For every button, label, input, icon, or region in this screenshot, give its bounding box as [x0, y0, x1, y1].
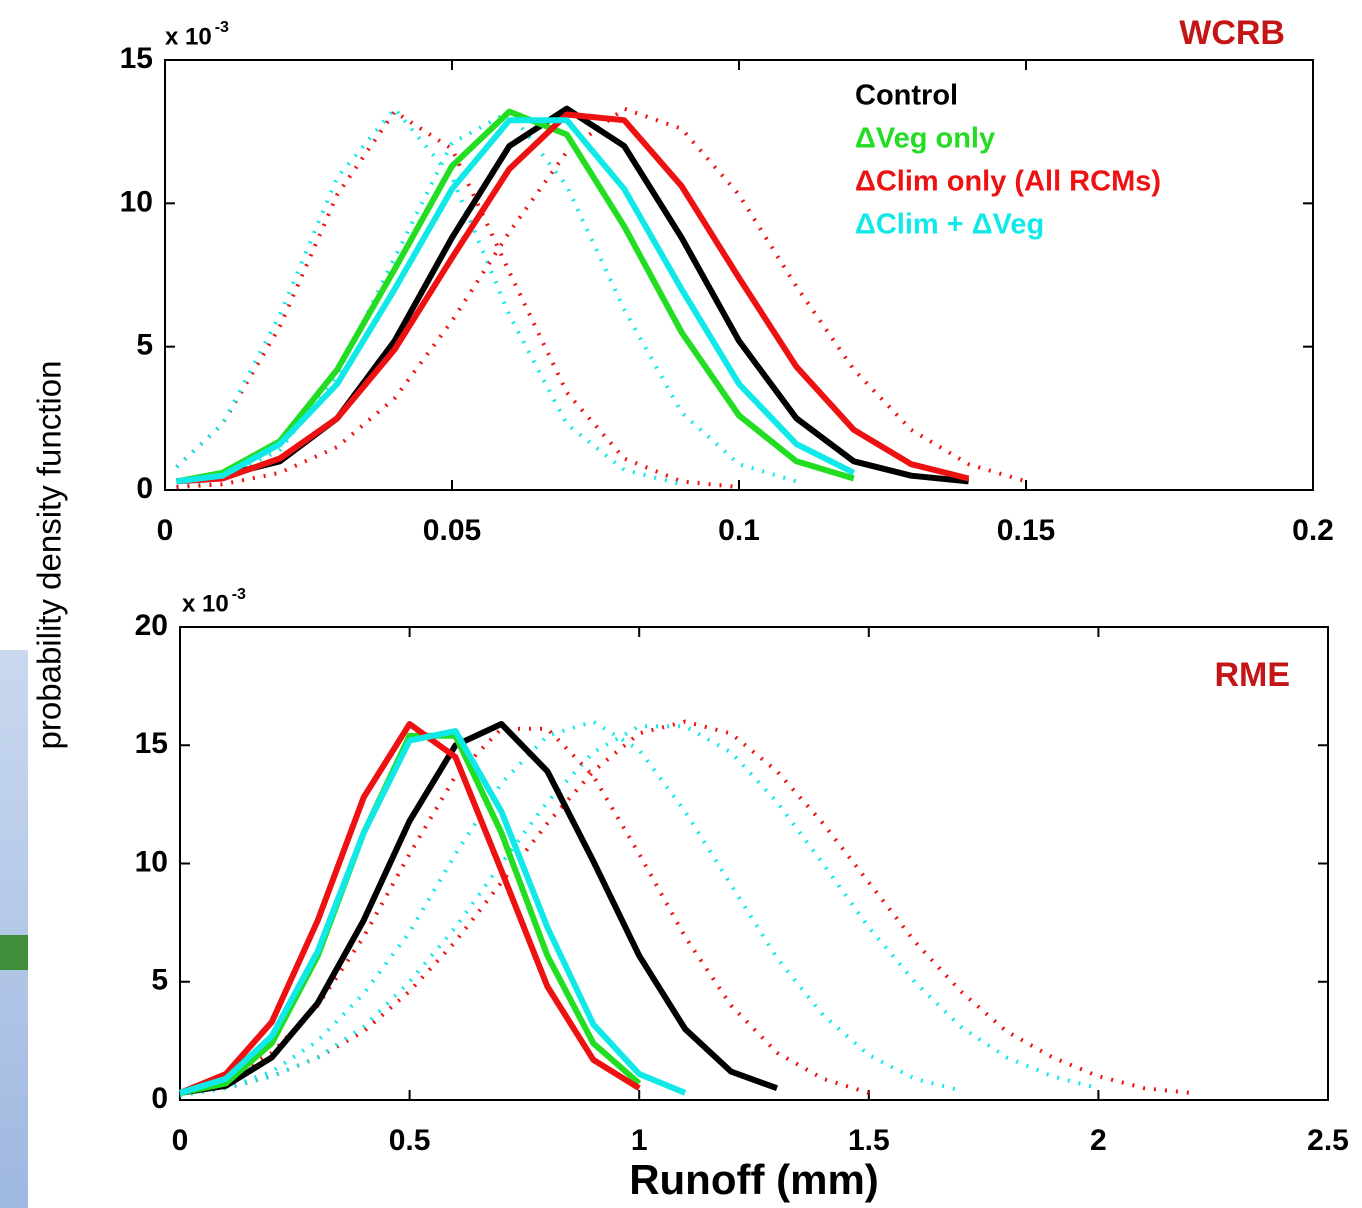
x-tick-label: 0.1: [718, 514, 760, 547]
y-tick-label: 10: [120, 185, 153, 218]
x-tick-label: 2: [1090, 1124, 1107, 1157]
x-tick-label: 0: [172, 1124, 189, 1157]
line: [179, 721, 779, 1096]
x-tick-label: 0.5: [389, 1124, 431, 1157]
dotted-line: [179, 724, 1099, 1098]
y-tick-label: 5: [136, 329, 153, 362]
y-tick-label: 5: [151, 964, 168, 997]
dotted-line: [179, 719, 962, 1098]
line: [178, 721, 641, 1096]
y-tick-label: 10: [135, 845, 168, 878]
y-axis-label: probability density function: [31, 361, 68, 750]
background-trees: [0, 935, 28, 970]
chart-title: WCRB: [1179, 14, 1285, 52]
legend-entry: ΔVeg only: [855, 123, 995, 155]
chart-title: RME: [1214, 656, 1290, 694]
line: [176, 111, 970, 485]
y-tick-label: 0: [151, 1082, 168, 1115]
legend-entry: Control: [855, 80, 958, 112]
x-tick-label: 0.15: [997, 514, 1055, 547]
legend-entry: ΔClim + ΔVeg: [855, 209, 1044, 241]
x-tick-label: 0.2: [1292, 514, 1334, 547]
y-tick-label: 20: [135, 609, 168, 642]
y-scale-exponent: -3: [215, 19, 229, 36]
x-axis-label: Runoff (mm): [629, 1156, 879, 1203]
dotted-line: [176, 109, 797, 490]
line: [179, 732, 642, 1096]
y-tick-label: 15: [135, 727, 168, 760]
dotted-line: [175, 109, 740, 490]
y-scale-label: x 10: [165, 23, 212, 50]
dotted-line: [179, 726, 870, 1095]
y-scale-label: x 10: [182, 590, 229, 617]
y-scale-exponent: -3: [232, 586, 246, 603]
x-tick-label: 2.5: [1307, 1124, 1349, 1157]
x-tick-label: 0.05: [423, 514, 481, 547]
dotted-line: [179, 719, 1191, 1095]
background-strip: [0, 650, 28, 1208]
line: [176, 117, 856, 485]
x-tick-label: 1: [631, 1124, 648, 1157]
y-tick-label: 15: [120, 42, 153, 75]
x-tick-label: 0: [157, 514, 174, 547]
y-tick-label: 0: [136, 472, 153, 505]
line: [179, 728, 687, 1096]
x-tick-label: 1.5: [848, 1124, 890, 1157]
legend-entry: ΔClim only (All RCMs): [855, 166, 1161, 198]
